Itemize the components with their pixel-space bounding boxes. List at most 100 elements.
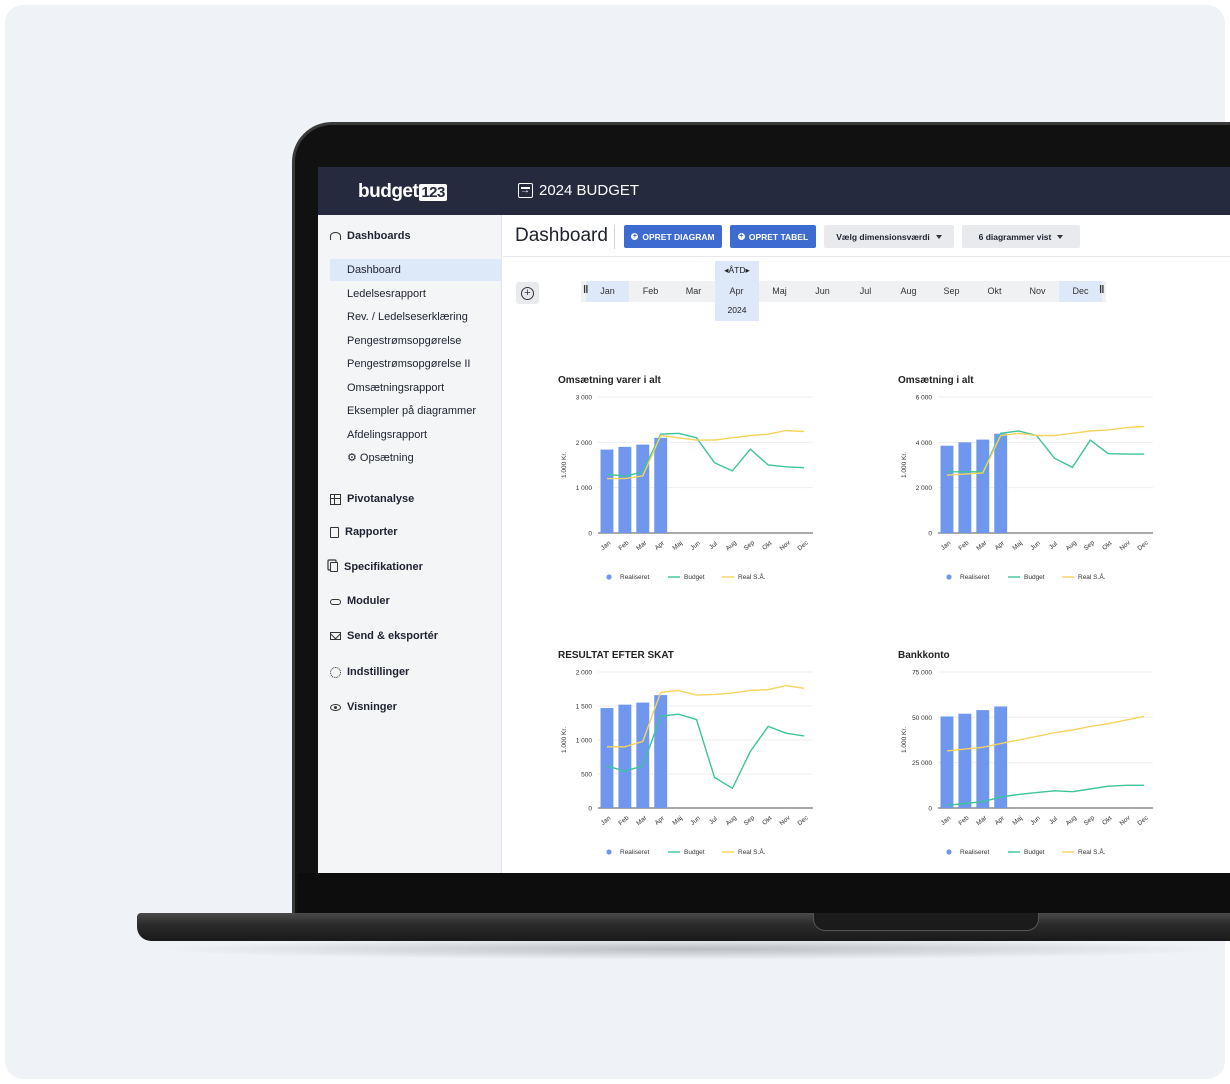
month-timeline xyxy=(581,281,1106,302)
create-diagram-button[interactable]: + OPRET DIAGRAM xyxy=(624,225,722,248)
sidebar-section-dashboards[interactable]: Dashboards xyxy=(330,230,411,242)
legend-budget[interactable]: Budget xyxy=(1024,574,1045,581)
sidebar-section-3[interactable]: Moduler xyxy=(330,595,390,607)
line-real-sa[interactable] xyxy=(946,715,1145,752)
sidebar-item-5[interactable]: Omsætningsrapport xyxy=(347,381,445,394)
x-tick-label: Aug xyxy=(1065,539,1079,552)
sidebar-section-4[interactable]: Send & eksportér xyxy=(330,630,438,642)
diagram-count-label: 6 diagrammer vist xyxy=(978,231,1052,242)
bar-realiseret[interactable] xyxy=(654,695,668,808)
bar-realiseret[interactable] xyxy=(958,713,972,808)
bar-realiseret[interactable] xyxy=(958,442,972,533)
x-tick-label: Jan xyxy=(600,815,613,827)
x-tick-label: Feb xyxy=(957,814,970,827)
timeline-month[interactable]: Sep xyxy=(943,286,960,296)
legend-budget[interactable]: Budget xyxy=(684,574,705,581)
timeline-month[interactable]: Nov xyxy=(1029,286,1046,296)
bar-realiseret[interactable] xyxy=(600,449,614,533)
bar-realiseret[interactable] xyxy=(976,439,990,533)
sidebar-item-4[interactable]: Pengestrømsopgørelse II xyxy=(347,358,471,370)
sidebar-section-6[interactable]: Visninger xyxy=(330,701,397,713)
dimension-select[interactable]: Vælg dimensionsværdi xyxy=(824,225,954,248)
sidebar: Dashboards Dashboard Ledelsesrapport Rev. … xyxy=(318,215,502,873)
bar-realiseret[interactable] xyxy=(940,445,954,533)
bar-realiseret[interactable] xyxy=(654,437,668,533)
x-tick-label: Okt xyxy=(761,815,773,827)
x-tick-label: Mar xyxy=(635,539,649,552)
timeline-month[interactable]: Okt xyxy=(987,286,1002,296)
bar-realiseret[interactable] xyxy=(994,433,1008,533)
legend-realiseret[interactable]: Realiseret xyxy=(620,849,649,856)
legend-budget[interactable]: Budget xyxy=(1024,849,1045,856)
timeline-month[interactable]: Apr xyxy=(729,286,744,296)
y-tick-label: 2 000 xyxy=(576,440,593,447)
line-budget[interactable] xyxy=(946,784,1144,806)
gauge-icon xyxy=(330,232,341,240)
year-label: 2024 xyxy=(727,305,747,315)
bar-realiseret[interactable] xyxy=(940,716,954,808)
line-budget[interactable] xyxy=(606,713,805,790)
y-tick-label: 0 xyxy=(928,531,932,538)
legend-realiseret[interactable]: Realiseret xyxy=(960,574,989,581)
app-logo[interactable]: budget 123 xyxy=(358,181,447,203)
legend-real-sa[interactable]: Real S.Å. xyxy=(1078,847,1106,856)
sidebar-section-1[interactable]: Rapporter xyxy=(330,526,398,538)
y-tick-label: 1 000 xyxy=(576,485,593,492)
legend-realiseret[interactable]: Realiseret xyxy=(620,574,649,581)
timeline-month[interactable]: Mar xyxy=(685,286,702,296)
legend-real-sa[interactable]: Real S.Å. xyxy=(738,847,766,856)
sidebar-item-1[interactable]: Ledelsesrapport xyxy=(347,287,426,300)
timeline-month[interactable]: Maj xyxy=(772,286,787,296)
legend-budget[interactable]: Budget xyxy=(684,849,705,856)
diagram-count-select[interactable]: 6 diagrammer vist xyxy=(962,225,1080,248)
sidebar-item-8[interactable]: ⚙ Opsætning xyxy=(347,452,414,464)
line-real-sa[interactable] xyxy=(607,429,805,480)
create-table-button[interactable]: + OPRET TABEL xyxy=(730,225,816,248)
line-real-sa[interactable] xyxy=(607,684,805,748)
x-tick-label: Maj xyxy=(671,540,684,552)
line-budget[interactable] xyxy=(606,432,805,478)
sidebar-item-6[interactable]: Eksempler på diagrammer xyxy=(347,405,476,417)
timeline-month[interactable]: Jul xyxy=(859,286,872,296)
bar-realiseret[interactable] xyxy=(636,444,650,533)
bar-realiseret[interactable] xyxy=(976,710,990,808)
sidebar-item-7[interactable]: Afdelingsrapport xyxy=(347,428,428,441)
x-tick-label: Dec xyxy=(1136,814,1150,827)
timeline-month[interactable]: Jun xyxy=(815,286,830,296)
bar-realiseret[interactable] xyxy=(636,702,650,808)
timeline-month[interactable]: Jan xyxy=(586,281,629,302)
timeline-month[interactable]: Aug xyxy=(900,286,917,296)
add-chart-button[interactable]: + xyxy=(516,282,539,304)
legend-real-sa[interactable]: Real S.Å. xyxy=(1078,572,1106,581)
chart-omsaetning-total: Omsætning i alt 0 2 000 4 000 6 000 1.000 Kr… xyxy=(898,375,1168,615)
sidebar-section-5[interactable]: Indstillinger xyxy=(330,666,409,678)
plus-icon: + xyxy=(737,233,745,240)
bar-realiseret[interactable] xyxy=(618,446,632,533)
table-icon xyxy=(330,493,341,505)
timeline-month[interactable]: Dec xyxy=(1059,281,1102,302)
calendar-switch-icon xyxy=(518,183,533,198)
legend-real-sa[interactable]: Real S.Å. xyxy=(738,572,766,581)
sidebar-item-3[interactable]: Pengestrømsopgørelse xyxy=(347,334,462,347)
budget-selector[interactable]: 2024 BUDGET xyxy=(518,182,639,199)
sidebar-item-0[interactable]: Dashboard xyxy=(330,259,502,281)
bar-realiseret[interactable] xyxy=(618,704,632,808)
range-start-handle[interactable]: ‖ xyxy=(583,284,589,296)
sidebar-section-0[interactable]: Pivotanalyse xyxy=(330,493,414,505)
legend-realiseret[interactable]: Realiseret xyxy=(960,849,989,856)
sidebar-item-2[interactable]: Rev. / Ledelseserklæring xyxy=(347,311,468,323)
bar-realiseret[interactable] xyxy=(994,706,1008,808)
range-end-handle[interactable]: ‖ xyxy=(1099,284,1105,296)
ytd-toggle[interactable]: ◂ÅTD▸ xyxy=(724,265,750,275)
line-real-sa[interactable] xyxy=(946,425,1145,476)
x-tick-label: Mar xyxy=(975,814,989,827)
timeline-month[interactable]: Feb xyxy=(642,286,659,296)
legend-dot-realiseret xyxy=(606,849,612,855)
line-budget[interactable] xyxy=(947,430,1144,473)
y-tick-label: 3 000 xyxy=(576,395,593,402)
y-tick-label: 0 xyxy=(928,806,932,813)
logo-number: 123 xyxy=(419,184,447,201)
sidebar-section-2[interactable]: Specifikationer xyxy=(330,561,423,573)
bar-realiseret[interactable] xyxy=(600,708,614,808)
